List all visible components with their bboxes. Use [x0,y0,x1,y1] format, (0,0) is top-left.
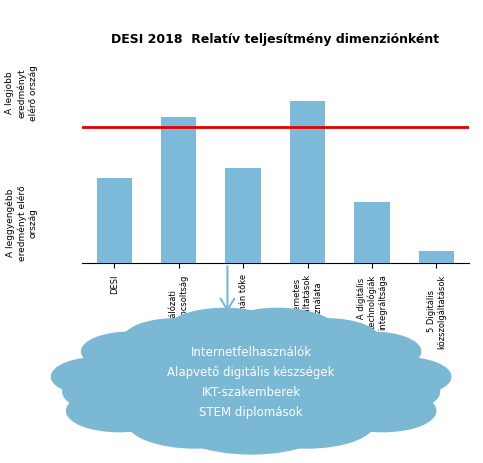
Circle shape [127,394,262,448]
Circle shape [52,357,149,396]
Bar [97,179,132,264]
Circle shape [157,365,345,439]
Circle shape [168,389,334,454]
Circle shape [100,372,251,432]
Circle shape [327,369,440,414]
Legend: Magyarország, EU: Magyarország, EU [68,372,263,391]
Bar [226,169,261,264]
Circle shape [67,390,172,432]
Circle shape [165,309,285,356]
Circle shape [146,328,356,411]
Title: DESI 2018  Relatív teljesítmény dimenziónként: DESI 2018 Relatív teljesítmény dimenzión… [111,32,440,46]
Bar [161,118,197,264]
Circle shape [82,332,180,371]
Circle shape [251,372,402,432]
Text: A legjobb
eredményt
elérő ország: A legjobb eredményt elérő ország [5,65,38,120]
Circle shape [330,390,436,432]
Circle shape [353,357,451,396]
Bar [290,102,325,264]
Circle shape [240,394,375,448]
Text: A leggyengébb
eredményt elérő
ország: A leggyengébb eredményt elérő ország [6,185,38,260]
Bar [354,203,390,264]
Circle shape [243,340,410,405]
Text: Internetfelhasználók
Alapvető digitális készségek
IKT-szakemberek
STEM diplomáso: Internetfelhasználók Alapvető digitális … [168,345,335,418]
Circle shape [274,319,379,361]
Circle shape [63,369,176,414]
Circle shape [93,340,259,405]
Circle shape [323,332,421,371]
Circle shape [217,309,338,356]
Circle shape [123,319,228,361]
Bar [419,252,454,264]
